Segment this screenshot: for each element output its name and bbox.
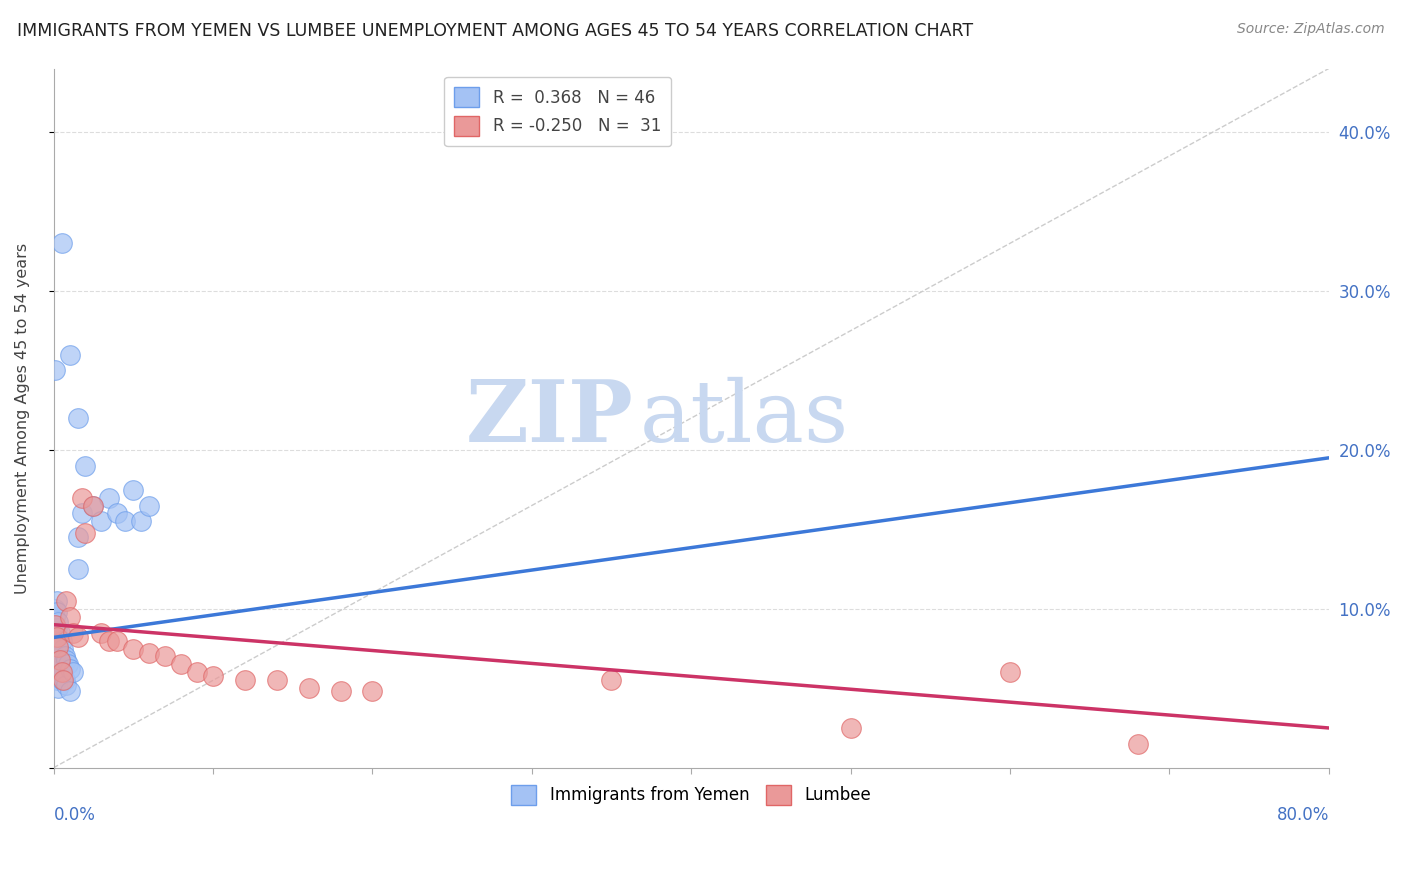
Y-axis label: Unemployment Among Ages 45 to 54 years: Unemployment Among Ages 45 to 54 years [15,243,30,594]
Point [66,411,89,425]
Point [72,507,94,521]
Point [51,665,73,680]
Point [55,653,77,667]
Point [329,684,352,698]
Point [58,347,80,361]
Text: Source: ZipAtlas.com: Source: ZipAtlas.com [1237,22,1385,37]
Point [53,673,76,688]
Point [98,491,121,505]
Point [58,609,80,624]
Point [49,668,72,682]
Point [122,483,145,497]
Point [138,646,160,660]
Point [52,665,75,680]
Point [51,633,73,648]
Point [48,615,70,629]
Point [48,640,70,654]
Point [266,673,288,688]
Point [66,562,89,576]
Point [51,653,73,667]
Point [839,721,862,735]
Point [44,602,66,616]
Point [998,665,1021,680]
Point [600,673,623,688]
Point [44,625,66,640]
Point [44,617,66,632]
Point [44,363,66,377]
Point [114,515,136,529]
Text: ZIP: ZIP [465,376,634,460]
Legend: Immigrants from Yemen, Lumbee: Immigrants from Yemen, Lumbee [505,778,877,812]
Point [44,609,66,624]
Point [58,662,80,676]
Point [44,641,66,656]
Point [186,665,208,680]
Point [45,621,67,635]
Point [55,594,77,608]
Point [298,681,321,696]
Point [51,236,73,251]
Point [105,507,128,521]
Point [53,649,76,664]
Point [72,491,94,505]
Point [48,681,70,696]
Point [45,605,67,619]
Point [233,673,256,688]
Text: 80.0%: 80.0% [1277,806,1329,824]
Point [170,657,193,672]
Point [55,678,77,692]
Point [75,458,97,473]
Point [75,525,97,540]
Point [52,673,75,688]
Point [105,633,128,648]
Point [45,673,67,688]
Point [138,499,160,513]
Point [49,646,72,660]
Text: IMMIGRANTS FROM YEMEN VS LUMBEE UNEMPLOYMENT AMONG AGES 45 TO 54 YEARS CORRELATI: IMMIGRANTS FROM YEMEN VS LUMBEE UNEMPLOY… [17,22,973,40]
Point [98,633,121,648]
Point [45,657,67,672]
Point [201,668,224,682]
Point [122,641,145,656]
Point [44,649,66,664]
Point [153,649,176,664]
Text: atlas: atlas [640,376,849,459]
Text: 0.0%: 0.0% [53,806,96,824]
Point [45,641,67,656]
Point [48,657,70,672]
Point [58,684,80,698]
Point [49,653,72,667]
Point [66,631,89,645]
Point [66,530,89,544]
Point [51,673,73,688]
Point [1126,737,1149,751]
Point [45,594,67,608]
Point [52,641,75,656]
Point [56,657,79,672]
Point [45,631,67,645]
Point [44,617,66,632]
Point [62,665,84,680]
Point [62,625,84,640]
Point [49,625,72,640]
Point [44,633,66,648]
Point [90,515,112,529]
Point [361,684,384,698]
Point [90,625,112,640]
Point [48,637,70,651]
Point [82,499,104,513]
Point [44,657,66,672]
Point [129,515,152,529]
Point [82,499,104,513]
